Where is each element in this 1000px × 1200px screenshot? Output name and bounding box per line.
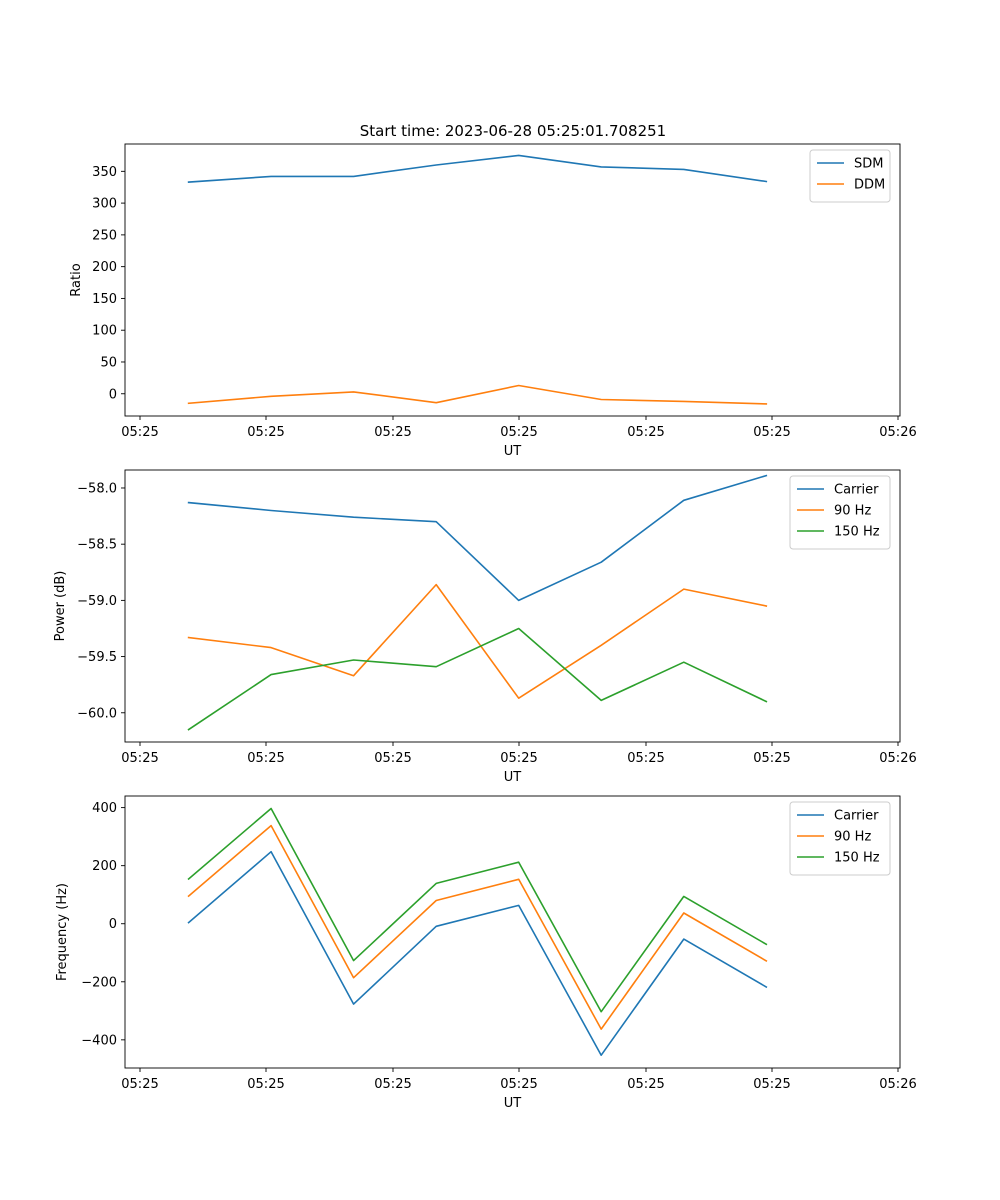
- y-tick-label: −400: [81, 1033, 117, 1048]
- x-tick-label: 05:25: [247, 751, 284, 766]
- series-line-150-hz: [187, 627, 768, 731]
- y-axis-label: Frequency (Hz): [55, 883, 70, 981]
- y-axis-label: Power (dB): [53, 571, 68, 642]
- x-tick-label: 05:25: [374, 425, 411, 440]
- x-tick-label: 05:25: [500, 425, 537, 440]
- x-tick-label: 05:25: [627, 1077, 664, 1092]
- y-tick-label: −59.0: [77, 594, 117, 609]
- legend-label: DDM: [854, 178, 885, 193]
- y-tick-label: 150: [92, 292, 117, 307]
- x-tick-label: 05:25: [121, 425, 158, 440]
- chart-panel-2: 05:25 05:25 05:25 05:25 05:25 05:25 05:26 −60.0…: [53, 469, 917, 785]
- legend-label: 150 Hz: [834, 851, 880, 866]
- x-tick-label: 05:25: [247, 1077, 284, 1092]
- x-tick-label: 05:25: [500, 1077, 537, 1092]
- axes-frame: [124, 795, 901, 1069]
- y-tick-label: 250: [92, 228, 117, 243]
- x-tick-label: 05:25: [627, 425, 664, 440]
- x-tick-label: 05:26: [879, 1077, 916, 1092]
- x-tick-label: 05:25: [500, 751, 537, 766]
- x-tick-label: 05:25: [247, 425, 284, 440]
- legend-label: 150 Hz: [834, 525, 880, 540]
- y-tick-label: −60.0: [77, 706, 117, 721]
- series-line-150-hz: [187, 807, 768, 1013]
- y-tick-label: 0: [109, 917, 117, 932]
- chart-panel-3: 05:25 05:25 05:25 05:25 05:25 05:25 05:26 −400 −…: [55, 795, 917, 1111]
- axes-frame: [124, 143, 901, 417]
- x-tick-label: 05:26: [879, 425, 916, 440]
- series-line-90-hz: [187, 583, 768, 700]
- x-tick-label: 05:25: [627, 751, 664, 766]
- legend: SDM DDM: [809, 149, 891, 203]
- x-tick-label: 05:25: [374, 1077, 411, 1092]
- figure-title: Start time: 2023-06-28 05:25:01.708251: [360, 122, 666, 140]
- x-tick-label: 05:25: [753, 425, 790, 440]
- y-tick-label: 300: [92, 197, 117, 212]
- legend-label: 90 Hz: [834, 830, 871, 845]
- axes-frame: [124, 469, 901, 743]
- y-tick-label: 200: [92, 260, 117, 275]
- series-line-90-hz: [187, 824, 768, 1030]
- series-line-ddm: [187, 384, 768, 405]
- y-axis-label: Ratio: [69, 263, 84, 296]
- x-axis-label: UT: [504, 444, 522, 459]
- x-axis-label: UT: [504, 1096, 522, 1111]
- series-line-carrier: [187, 474, 768, 602]
- y-tick-label: 200: [92, 859, 117, 874]
- legend: Carrier 90 Hz 150 Hz: [789, 801, 891, 876]
- x-axis-label: UT: [504, 770, 522, 785]
- y-tick-label: −59.5: [77, 650, 117, 665]
- x-tick-label: 05:25: [753, 1077, 790, 1092]
- x-tick-label: 05:25: [374, 751, 411, 766]
- y-tick-label: 400: [92, 801, 117, 816]
- y-tick-label: 0: [109, 387, 117, 402]
- y-tick-label: 50: [100, 355, 117, 370]
- y-tick-label: −58.5: [77, 538, 117, 553]
- y-tick-label: −58.0: [77, 481, 117, 496]
- chart-panel-1: 05:25 05:25 05:25 05:25 05:25 05:25 05:26 0 50 10…: [69, 143, 917, 459]
- series-line-sdm: [187, 154, 768, 183]
- y-tick-label: 100: [92, 324, 117, 339]
- y-tick-label: 350: [92, 165, 117, 180]
- legend-label: SDM: [854, 157, 883, 172]
- legend-label: 90 Hz: [834, 504, 871, 519]
- legend: Carrier 90 Hz 150 Hz: [789, 475, 891, 550]
- y-tick-label: −200: [81, 975, 117, 990]
- legend-label: Carrier: [834, 483, 879, 498]
- x-tick-label: 05:25: [753, 751, 790, 766]
- x-tick-label: 05:26: [879, 751, 916, 766]
- series-line-carrier: [187, 850, 768, 1056]
- x-tick-label: 05:25: [121, 1077, 158, 1092]
- legend-label: Carrier: [834, 809, 879, 824]
- x-tick-label: 05:25: [121, 751, 158, 766]
